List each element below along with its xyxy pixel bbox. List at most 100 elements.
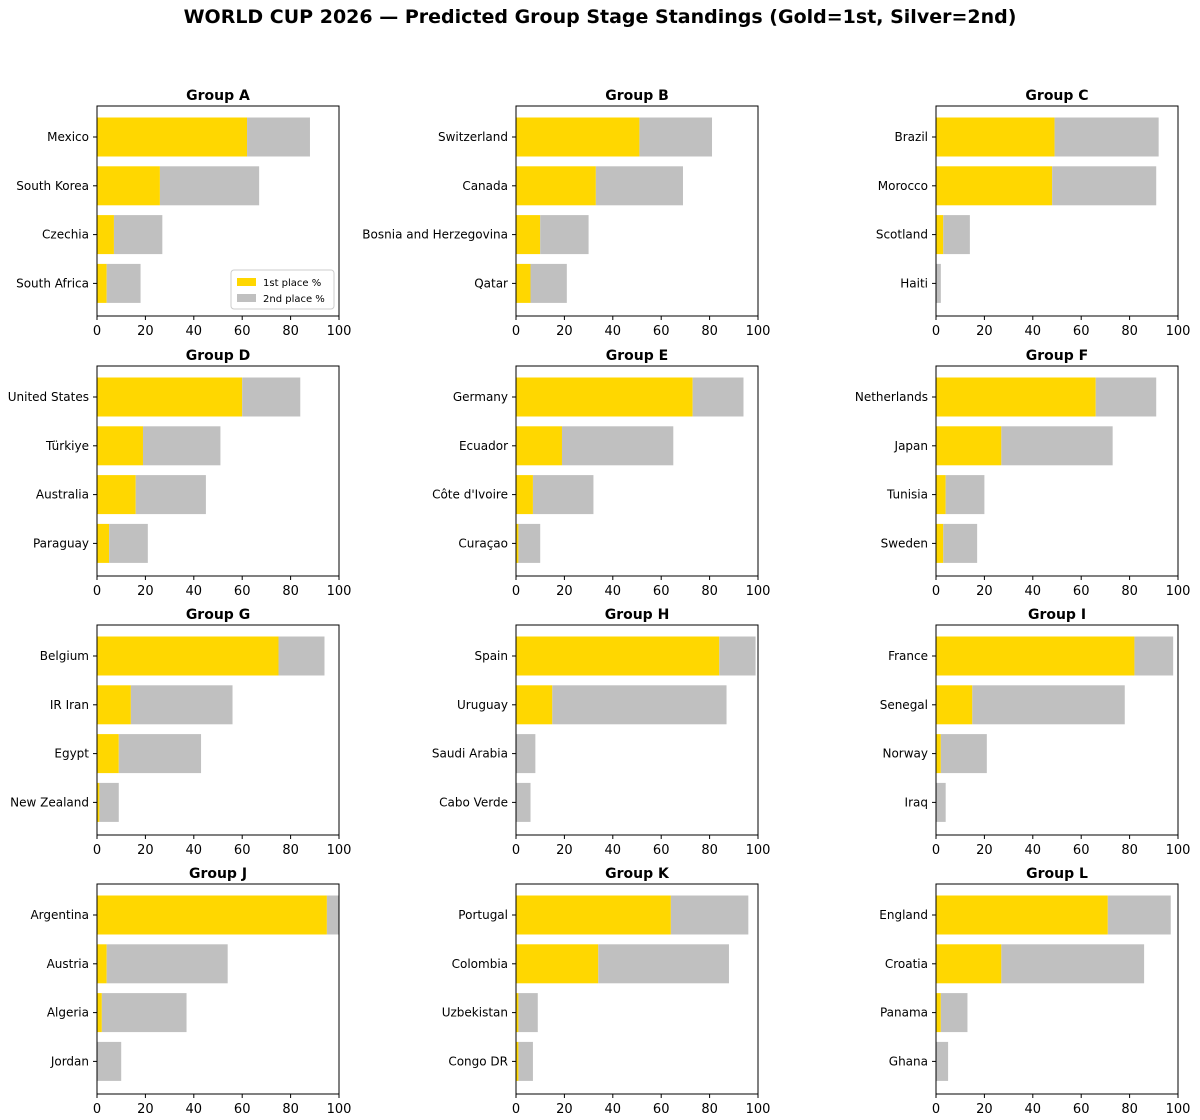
- bar-first-france: [936, 636, 1135, 676]
- legend-swatch-first: [237, 278, 256, 286]
- xtick-label-group-f-0: 0: [932, 584, 940, 599]
- xtick-label-group-i-0: 0: [932, 843, 940, 858]
- xtick-label-group-c-60: 60: [1073, 324, 1090, 339]
- xtick-label-group-j-80: 80: [282, 1102, 299, 1117]
- bar-second-algeria: [101, 993, 187, 1033]
- bar-first-netherlands: [936, 377, 1096, 417]
- bar-second-sweden: [943, 523, 978, 563]
- ytick-label-turkiye: Türkiye: [45, 439, 89, 453]
- panel-group-b: Group B Switzerland Canada Bosnia and Herze…: [362, 88, 770, 339]
- bar-first-colombia: [516, 944, 599, 984]
- ytick-label-curacao: Curaçao: [458, 536, 508, 550]
- xtick-label-group-l-80: 80: [1121, 1102, 1138, 1117]
- xtick-label-group-g-40: 40: [186, 843, 203, 858]
- bar-first-curacao: [516, 523, 519, 563]
- ytick-label-norway: Norway: [882, 747, 928, 761]
- bar-first-england: [936, 895, 1108, 935]
- bar-second-curacao: [518, 523, 541, 563]
- bar-second-iraq: [936, 782, 946, 822]
- panel-title-group-c: Group C: [1025, 88, 1088, 104]
- bar-first-argentina: [97, 895, 327, 935]
- xtick-label-group-j-100: 100: [327, 1102, 352, 1117]
- xtick-label-group-e-80: 80: [701, 584, 718, 599]
- ytick-label-new-zealand: New Zealand: [10, 795, 89, 809]
- ytick-label-sweden: Sweden: [881, 536, 928, 550]
- bar-second-austria: [106, 944, 228, 984]
- xtick-label-group-f-100: 100: [1166, 584, 1191, 599]
- panel-title-group-k: Group K: [605, 866, 670, 882]
- xtick-label-group-e-60: 60: [653, 584, 670, 599]
- ytick-label-egypt: Egypt: [54, 747, 89, 761]
- bar-second-australia: [135, 475, 206, 515]
- xtick-label-group-a-100: 100: [327, 324, 352, 339]
- bar-second-ecuador: [561, 426, 674, 466]
- xtick-label-group-a-60: 60: [234, 324, 251, 339]
- xtick-label-group-l-60: 60: [1073, 1102, 1090, 1117]
- xtick-label-group-a-0: 0: [93, 324, 101, 339]
- xtick-label-group-f-20: 20: [976, 584, 993, 599]
- xtick-label-group-h-80: 80: [701, 843, 718, 858]
- axes-frame-group-h: [515, 624, 759, 836]
- ytick-label-uzbekistan: Uzbekistan: [442, 1006, 508, 1020]
- xtick-label-group-d-60: 60: [234, 584, 251, 599]
- bar-second-south-korea: [159, 166, 260, 206]
- bar-second-congo-dr: [518, 1041, 533, 1081]
- xtick-label-group-j-20: 20: [137, 1102, 154, 1117]
- xtick-label-group-b-60: 60: [653, 324, 670, 339]
- xtick-label-group-l-100: 100: [1166, 1102, 1191, 1117]
- xtick-label-group-d-0: 0: [93, 584, 101, 599]
- bar-first-austria: [97, 944, 107, 984]
- xtick-label-group-i-40: 40: [1025, 843, 1042, 858]
- bar-first-algeria: [97, 993, 102, 1033]
- bar-first-uzbekistan: [516, 993, 519, 1033]
- xtick-label-group-c-80: 80: [1121, 324, 1138, 339]
- xtick-label-group-b-100: 100: [746, 324, 771, 339]
- ytick-label-ecuador: Ecuador: [459, 439, 508, 453]
- ytick-label-austria: Austria: [47, 957, 89, 971]
- ytick-label-england: England: [879, 908, 928, 922]
- xtick-label-group-c-100: 100: [1166, 324, 1191, 339]
- axes-frame-group-k: [515, 883, 759, 1095]
- bar-first-panama: [936, 993, 941, 1033]
- bar-second-scotland: [943, 215, 970, 255]
- panel-title-group-d: Group D: [186, 348, 251, 364]
- xtick-label-group-g-100: 100: [327, 843, 352, 858]
- ytick-label-croatia: Croatia: [885, 957, 928, 971]
- bar-second-germany: [692, 377, 744, 417]
- xtick-label-group-a-80: 80: [282, 324, 299, 339]
- bar-first-tunisia: [936, 475, 946, 515]
- xtick-label-group-g-0: 0: [93, 843, 101, 858]
- ytick-label-cabo-verde: Cabo Verde: [439, 795, 508, 809]
- xtick-label-group-a-20: 20: [137, 324, 154, 339]
- bar-second-turkiye: [142, 426, 221, 466]
- xtick-label-group-j-0: 0: [93, 1102, 101, 1117]
- panel-group-h: Group H Spain Uruguay Saudi Arabia Cabo Verd…: [432, 607, 771, 858]
- bar-first-turkiye: [97, 426, 143, 466]
- panel-group-c: Group C Brazil Morocco Scotland Haiti 0 20 40 60…: [876, 88, 1191, 339]
- bar-second-colombia: [598, 944, 729, 984]
- ytick-label-netherlands: Netherlands: [855, 390, 928, 404]
- bar-first-ecuador: [516, 426, 562, 466]
- legend-swatch-second: [237, 294, 256, 302]
- bar-second-japan: [1001, 426, 1113, 466]
- axes-frame-group-b: [515, 105, 759, 317]
- bar-first-south-africa: [97, 263, 107, 303]
- bar-first-japan: [936, 426, 1002, 466]
- ytick-label-ir-iran: IR Iran: [50, 698, 89, 712]
- bar-first-new-zealand: [97, 782, 100, 822]
- ytick-label-haiti: Haiti: [900, 276, 928, 290]
- ytick-label-japan: Japan: [894, 439, 928, 453]
- axes-frame-group-c: [935, 105, 1179, 317]
- ytick-label-germany: Germany: [453, 390, 508, 404]
- panel-group-e: Group E Germany Ecuador Côte d'Ivoire Curaça…: [432, 348, 770, 599]
- xtick-label-group-b-20: 20: [556, 324, 573, 339]
- xtick-label-group-i-100: 100: [1166, 843, 1191, 858]
- xtick-label-group-e-40: 40: [605, 584, 622, 599]
- xtick-label-group-g-20: 20: [137, 843, 154, 858]
- bar-second-egypt: [118, 734, 202, 774]
- panel-title-group-f: Group F: [1026, 348, 1088, 364]
- xtick-label-group-d-80: 80: [282, 584, 299, 599]
- ytick-label-saudi-arabia: Saudi Arabia: [432, 747, 508, 761]
- legend: 1st place % 2nd place %: [230, 269, 335, 310]
- bar-second-uruguay: [552, 685, 727, 725]
